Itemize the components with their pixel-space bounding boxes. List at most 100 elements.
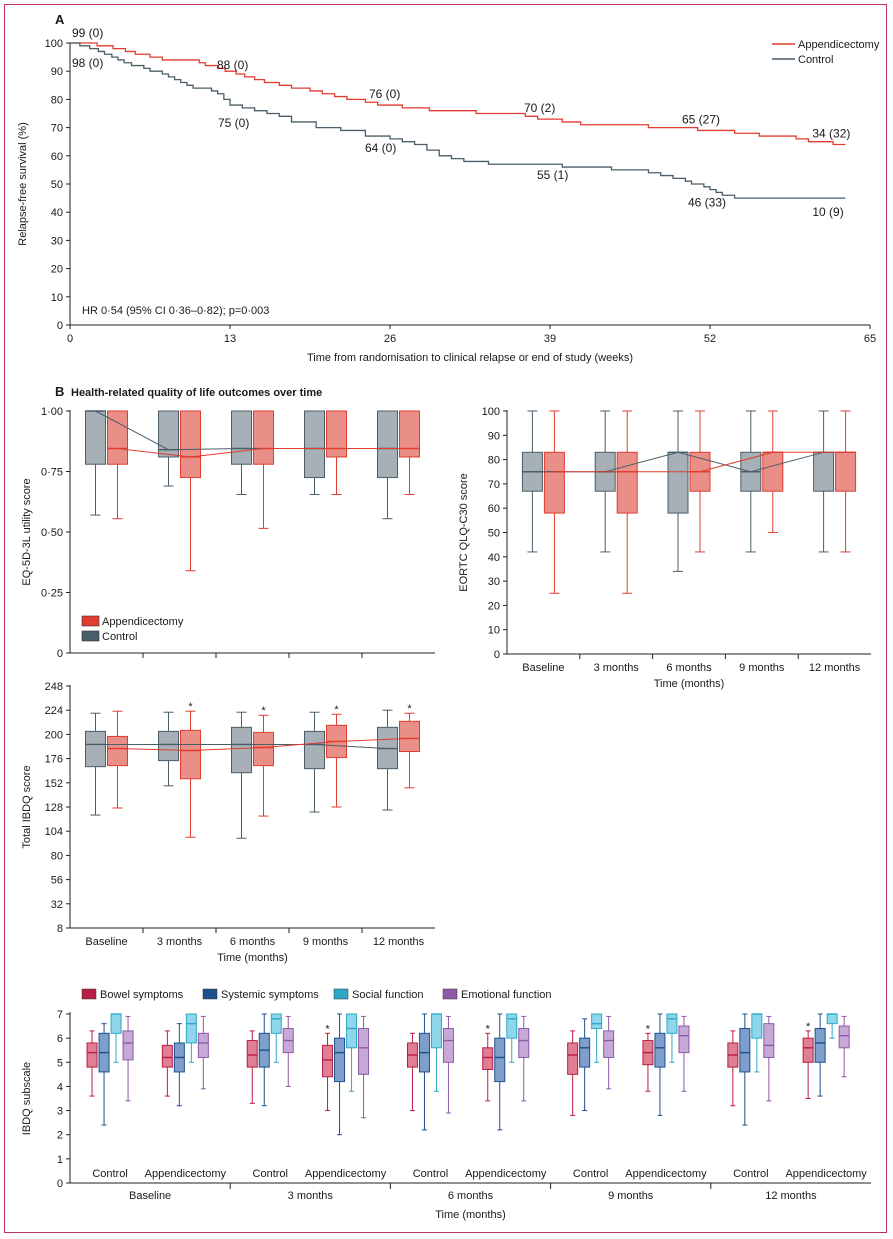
panel-a-at-risk-label: 55 (1) <box>537 168 568 182</box>
panel-b2-ytick-label: 40 <box>488 552 500 564</box>
panel-b3-ytick-label: 152 <box>45 778 63 790</box>
panel-a-ytick-label: 80 <box>51 94 63 106</box>
panel-a-at-risk-label: 10 (9) <box>812 205 843 219</box>
panel-b1-ylabel: EQ-5D-3L utility score <box>21 478 33 585</box>
panel-b2-appendicectomy-median-line <box>554 451 846 473</box>
panel-c-group-label: Appendicectomy <box>785 1168 867 1180</box>
panel-a-ytick-label: 40 <box>51 207 63 219</box>
panel-b3-ytick-label: 176 <box>45 754 63 766</box>
panel-c-emotional-box <box>603 1030 615 1058</box>
panel-c-social-box <box>430 1013 442 1049</box>
panel-b2-ytick-label: 100 <box>482 406 500 418</box>
panel-c-bowel-box <box>322 1044 334 1078</box>
panel-b3-control-box <box>158 730 179 762</box>
panel-b2-ylabel: EORTC QLQ-C30 score <box>458 473 470 591</box>
panel-b1-control-box <box>377 410 398 479</box>
panel-c-ytick-label: 5 <box>57 1057 63 1069</box>
panel-c-group-label: Appendicectomy <box>305 1168 387 1180</box>
panel-b3-ytick-label: 128 <box>45 802 63 814</box>
panel-b3-ytick-label: 80 <box>51 850 63 862</box>
panel-b3-category-label: 3 months <box>157 936 203 948</box>
panel-c-ytick-label: 2 <box>57 1130 63 1142</box>
panel-b1-appendicectomy-box <box>399 410 420 458</box>
panel-b3-ylabel: Total IBDQ score <box>21 765 33 848</box>
panel-c-group-label: Appendicectomy <box>625 1168 707 1180</box>
panel-b2-category-label: Baseline <box>522 662 564 674</box>
panel-b1-legend-swatch <box>81 630 100 642</box>
panel-c-group-label: Control <box>92 1168 127 1180</box>
panel-a-ytick-label: 10 <box>51 292 63 304</box>
panel-b2-category-label: 12 months <box>809 662 861 674</box>
panel-b1-ytick-label: 1·00 <box>41 406 63 418</box>
panel-a-xtick-label: 26 <box>384 333 396 345</box>
panel-b3-ytick-label: 224 <box>45 705 63 717</box>
panel-c-legend-label: Social function <box>352 989 424 1001</box>
panel-b3-control-box <box>304 730 325 770</box>
panel-b2-ytick-label: 90 <box>488 430 500 442</box>
panel-c-bowel-box <box>567 1042 579 1075</box>
panel-a-legend-label: Appendicectomy <box>798 39 880 51</box>
panel-a-at-risk-label: 75 (0) <box>218 116 249 130</box>
panel-b3-ytick-label: 104 <box>45 826 63 838</box>
panel-c-legend-swatch <box>442 988 458 1000</box>
panel-c-emotional-box <box>678 1025 690 1054</box>
panel-a-at-risk-label: 76 (0) <box>369 87 400 101</box>
panel-a-ytick-label: 90 <box>51 66 63 78</box>
panel-b2-ytick-label: 50 <box>488 528 500 540</box>
panel-c-significance-star: * <box>486 1023 491 1035</box>
panel-a-ytick-label: 20 <box>51 264 63 276</box>
panel-c-systemic-box <box>739 1027 751 1073</box>
panel-c-timepoint-label: 9 months <box>608 1190 654 1202</box>
panel-b3-control-box <box>85 730 106 768</box>
panel-c-group-label: Appendicectomy <box>465 1168 547 1180</box>
panel-a-hr-annotation: HR 0·54 (95% CI 0·36–0·82); p=0·003 <box>82 305 269 317</box>
panel-a-ytick-label: 100 <box>45 38 63 50</box>
panel-b3-appendicectomy-box <box>180 729 201 780</box>
panel-a-xtick-label: 65 <box>864 333 876 345</box>
panel-b3-significance-star: * <box>188 701 193 713</box>
panel-a-ylabel: Relapse-free survival (%) <box>17 122 29 245</box>
panel-c-emotional-box <box>197 1032 209 1058</box>
panel-b-label: B <box>55 384 64 399</box>
panel-c-xlabel: Time (months) <box>435 1209 506 1221</box>
panel-b3-significance-star: * <box>334 704 339 716</box>
panel-a-ytick-label: 60 <box>51 151 63 163</box>
figure-frame <box>4 4 887 1233</box>
panel-b3-appendicectomy-box <box>253 731 274 767</box>
panel-b3-category-label: Baseline <box>85 936 127 948</box>
panel-b2-control-box <box>813 451 835 492</box>
panel-c-social-box <box>110 1013 122 1034</box>
panel-b1-control-box <box>304 410 325 479</box>
panel-b2-appendicectomy-box <box>543 451 565 514</box>
panel-c-emotional-box <box>838 1025 850 1049</box>
panel-a-ytick-label: 50 <box>51 179 63 191</box>
panel-a-at-risk-label: 64 (0) <box>365 141 396 155</box>
panel-c-systemic-box <box>814 1027 826 1063</box>
panel-c-emotional-box <box>442 1027 454 1063</box>
panel-a-at-risk-label: 34 (32) <box>812 127 850 141</box>
panel-c-ylabel: IBDQ subscale <box>21 1062 33 1135</box>
panel-b2-control-box <box>667 451 689 514</box>
panel-b2-appendicectomy-box <box>616 451 638 514</box>
panel-b1-control-box <box>231 410 252 465</box>
panel-c-systemic-box <box>654 1032 666 1068</box>
panel-b1-control-box <box>85 410 106 465</box>
panel-c-bowel-box <box>482 1047 494 1071</box>
panel-c-bowel-box <box>246 1040 258 1068</box>
panel-a-ytick-label: 70 <box>51 123 63 135</box>
panel-a-xtick-label: 0 <box>67 333 73 345</box>
panel-c-legend-label: Emotional function <box>461 989 552 1001</box>
panel-b1-appendicectomy-median-line <box>117 448 410 458</box>
panel-c-ytick-label: 7 <box>57 1009 63 1021</box>
panel-c-significance-star: * <box>325 1023 330 1035</box>
panel-b3-ytick-label: 8 <box>57 923 63 935</box>
panel-b1-ytick-label: 0 <box>57 648 63 660</box>
panel-b3-control-box <box>231 726 252 774</box>
panel-c-emotional-box <box>358 1027 370 1075</box>
panel-b1-legend-label: Appendicectomy <box>102 616 184 628</box>
panel-c-social-box <box>751 1013 763 1039</box>
panel-b1-appendicectomy-box <box>107 410 128 465</box>
panel-c-social-box <box>270 1013 282 1034</box>
panel-c-social-box <box>346 1013 358 1049</box>
